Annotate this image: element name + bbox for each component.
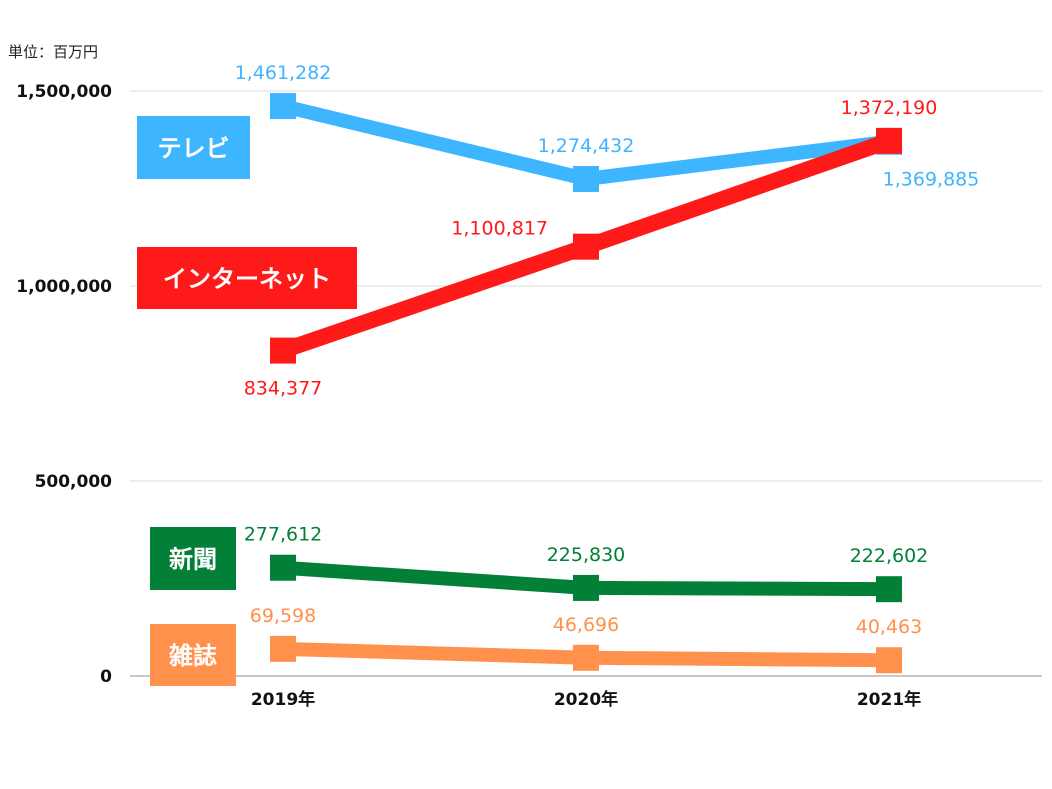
legend-swatch <box>150 527 236 590</box>
data-point-marker <box>573 574 599 601</box>
data-point-marker <box>573 644 599 671</box>
y-tick-label: 0 <box>100 667 112 687</box>
y-tick-label: 1,000,000 <box>16 277 112 297</box>
x-tick-label: 2019年 <box>251 689 315 710</box>
series-group: 69,598 46,696 40,463 277,612 225,830 222,602 1… <box>235 62 980 674</box>
legend-label: 新聞 <box>169 546 217 574</box>
series-0: 1,461,282 1,274,432 1,369,885 <box>235 62 980 192</box>
data-label: 834,377 <box>244 378 323 400</box>
data-point-marker <box>270 337 296 364</box>
y-tick-label: 500,000 <box>35 472 113 492</box>
x-tick-label: 2021年 <box>857 689 921 710</box>
data-label: 277,612 <box>244 524 323 546</box>
legend-swatch <box>150 624 236 686</box>
data-label: 1,372,190 <box>841 97 938 119</box>
data-label: 1,461,282 <box>235 62 332 84</box>
legend-label: インターネット <box>163 265 331 293</box>
data-point-marker <box>573 165 599 192</box>
y-axis-ticks: 0 500,000 1,000,000 1,500,000 <box>16 82 112 687</box>
legend-item: 新聞 <box>150 527 236 590</box>
legend-label: テレビ <box>158 135 230 163</box>
data-label: 40,463 <box>856 616 922 638</box>
y-tick-label: 1,500,000 <box>16 82 112 102</box>
series-2: 277,612 225,830 222,602 <box>244 524 929 603</box>
data-point-marker <box>270 635 296 662</box>
unit-label: 単位：百万円 <box>8 43 99 61</box>
legend-swatch <box>137 116 250 179</box>
legend-item: インターネット <box>137 247 357 309</box>
legend-label: 雑誌 <box>168 642 217 670</box>
data-label: 1,369,885 <box>883 169 980 191</box>
data-point-marker <box>876 576 902 603</box>
legend-swatch <box>137 247 357 309</box>
data-point-marker <box>876 127 902 154</box>
series-1: 834,377 1,100,817 1,372,190 <box>244 97 938 400</box>
data-label: 69,598 <box>250 605 316 627</box>
data-point-marker <box>573 233 599 260</box>
data-point-marker <box>270 93 296 120</box>
x-axis-ticks: 2019年 2020年 2021年 <box>251 689 921 710</box>
data-label: 222,602 <box>850 545 929 567</box>
legend-item: 雑誌 <box>150 624 236 686</box>
data-label: 1,100,817 <box>451 218 548 240</box>
x-tick-label: 2020年 <box>554 689 618 710</box>
data-label: 46,696 <box>553 614 619 636</box>
legend-item: テレビ <box>137 116 250 179</box>
data-label: 1,274,432 <box>538 135 635 157</box>
data-point-marker <box>876 647 902 674</box>
series-3: 69,598 46,696 40,463 <box>250 605 922 674</box>
data-label: 225,830 <box>547 544 626 566</box>
data-point-marker <box>270 554 296 581</box>
